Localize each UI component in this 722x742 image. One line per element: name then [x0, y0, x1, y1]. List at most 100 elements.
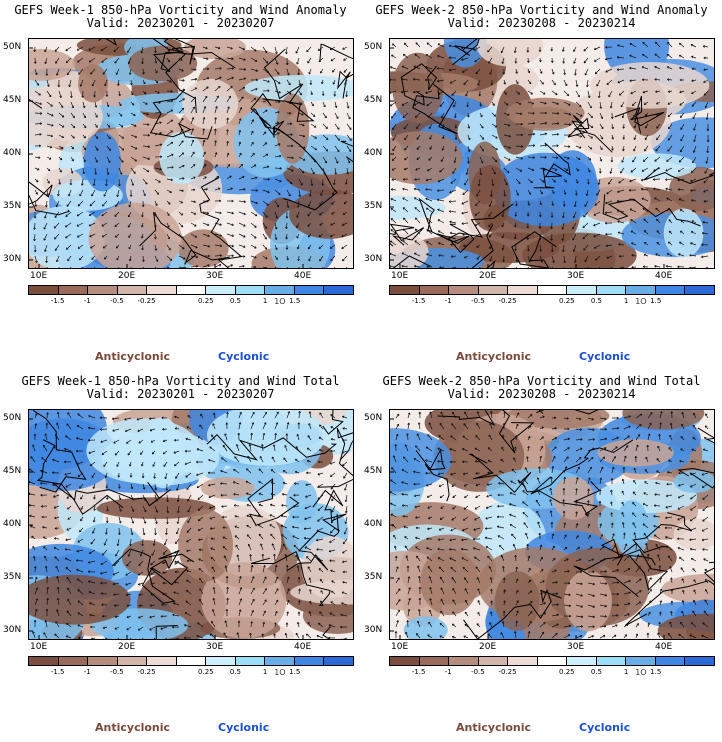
wind-arrow-head — [108, 136, 111, 140]
wind-arrow-head — [116, 464, 119, 467]
wind-arrow — [64, 472, 72, 476]
wind-arrow-head — [513, 50, 517, 54]
wind-arrow-head — [155, 510, 159, 513]
wind-arrow — [214, 46, 221, 49]
wind-arrow — [436, 67, 445, 70]
wind-arrow-head — [642, 265, 645, 268]
wind-arrow — [70, 266, 72, 268]
wind-arrow — [149, 417, 156, 420]
wind-arrow — [416, 555, 421, 562]
wind-arrow — [52, 483, 60, 486]
wind-arrow-head — [452, 587, 455, 591]
wind-arrow-head — [91, 84, 95, 87]
wind-arrow — [498, 482, 505, 485]
wind-arrow-head — [105, 520, 109, 523]
wind-arrow — [706, 112, 709, 120]
wind-arrow — [629, 43, 637, 48]
wind-arrow-head — [630, 170, 633, 173]
wind-arrow-head — [33, 250, 37, 253]
wind-arrow-head — [618, 243, 621, 246]
wind-arrow-head — [605, 244, 608, 248]
wind-arrow — [221, 505, 228, 507]
wind-arrow — [34, 200, 37, 207]
wind-arrow — [214, 244, 222, 247]
wind-arrow-head — [278, 81, 281, 85]
wind-arrow — [449, 557, 457, 562]
wind-arrow-head — [453, 160, 457, 163]
wind-arrow — [45, 620, 48, 628]
wind-arrow — [88, 427, 96, 430]
wind-arrow-head — [402, 240, 405, 243]
wind-arrow-head — [680, 127, 683, 130]
wind-arrow — [450, 232, 457, 235]
wind-arrow-head — [413, 197, 417, 200]
wind-arrow-head — [234, 456, 237, 459]
wind-arrow — [178, 266, 186, 268]
wind-arrow — [635, 590, 642, 595]
wind-arrow — [587, 156, 591, 161]
wind-arrow — [539, 612, 546, 617]
wind-arrow-head — [40, 505, 44, 508]
wind-arrow — [703, 90, 709, 96]
wind-arrow-head — [91, 475, 94, 478]
wind-arrow-head — [561, 49, 565, 52]
wind-arrow-head — [348, 116, 351, 120]
wind-arrow-head — [528, 81, 532, 85]
wind-arrow-head — [231, 234, 234, 237]
wind-arrow — [262, 211, 268, 218]
wind-arrow-head — [253, 97, 257, 101]
wind-arrow-head — [250, 564, 254, 568]
wind-arrow — [214, 211, 222, 214]
wind-arrow-head — [551, 203, 555, 206]
wind-arrow-head — [154, 214, 157, 217]
colorbar-segment — [29, 286, 59, 294]
wind-arrow-head — [605, 201, 608, 205]
wind-arrow — [100, 439, 108, 443]
wind-arrow — [210, 547, 216, 551]
wind-arrow-head — [258, 533, 262, 537]
wind-arrow-head — [212, 587, 216, 590]
wind-arrow — [575, 582, 583, 585]
wind-arrow-head — [198, 568, 201, 571]
wind-arrow-head — [134, 124, 137, 127]
wind-arrow-head — [643, 492, 646, 495]
wind-arrow-head — [665, 187, 668, 191]
wind-arrow — [551, 79, 556, 86]
wind-arrow-head — [404, 148, 407, 151]
wind-arrow — [503, 589, 506, 595]
coastline — [415, 448, 450, 502]
wind-arrow-head — [498, 482, 501, 485]
wind-arrow-head — [692, 116, 695, 119]
wind-arrow — [292, 526, 300, 529]
wind-arrow — [89, 57, 96, 63]
wind-arrow — [68, 189, 72, 197]
wind-arrow — [437, 55, 445, 59]
wind-arrow — [474, 447, 481, 452]
wind-arrow — [341, 602, 348, 606]
wind-arrow — [112, 582, 120, 585]
wind-arrow — [653, 505, 661, 507]
wind-arrow-head — [308, 577, 312, 580]
wind-arrow-head — [306, 459, 310, 463]
wind-arrow — [166, 233, 170, 240]
wind-arrow — [563, 79, 568, 86]
wind-arrow-head — [39, 133, 42, 136]
wind-arrow-head — [509, 503, 512, 506]
wind-arrow-head — [126, 441, 129, 444]
wind-arrow-head — [43, 536, 46, 539]
wind-arrow — [166, 90, 173, 92]
wind-arrow-head — [163, 464, 166, 467]
wind-arrow — [426, 54, 433, 59]
wind-arrow-head — [464, 611, 468, 615]
wind-arrow-head — [212, 597, 216, 601]
wind-arrow-head — [196, 634, 199, 638]
wind-arrow — [166, 222, 170, 228]
wind-arrow — [659, 600, 662, 606]
wind-arrow-head — [103, 194, 106, 197]
wind-arrow — [475, 233, 481, 237]
wind-arrow-head — [258, 514, 261, 517]
wind-arrow — [575, 511, 578, 518]
wind-arrow-head — [78, 72, 81, 75]
wind-arrow-head — [50, 134, 53, 138]
wind-arrow-head — [669, 566, 672, 569]
